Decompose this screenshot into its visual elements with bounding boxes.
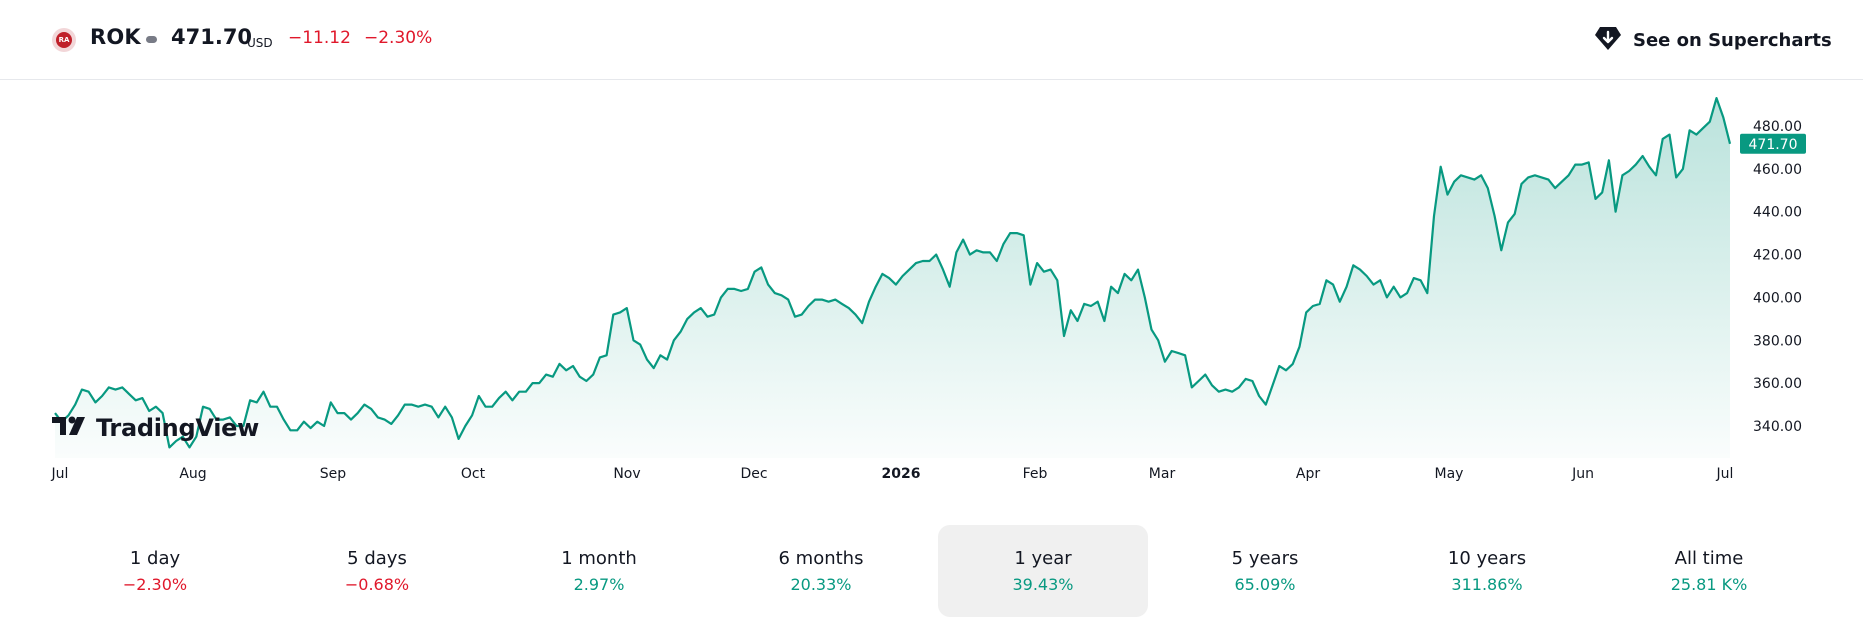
price-series-line (54, 97, 1732, 449)
period-5-years[interactable]: 5 years 65.09% (1160, 525, 1370, 617)
x-tick-label: Oct (461, 466, 486, 482)
period-label: 6 months (778, 548, 864, 569)
period-change: 39.43% (1012, 575, 1074, 594)
period-change: 25.81 K% (1670, 575, 1748, 594)
period-1-year[interactable]: 1 year 39.43% (938, 525, 1148, 617)
supercharts-label: See on Supercharts (1633, 29, 1832, 51)
period-1-day[interactable]: 1 day −2.30% (50, 525, 260, 617)
price-area-fill (55, 98, 1730, 458)
period-label: 5 years (1231, 548, 1299, 569)
y-tick-label: 360.00 (1753, 376, 1802, 392)
y-tick-label: 440.00 (1753, 205, 1802, 221)
period-6-months[interactable]: 6 months 20.33% (716, 525, 926, 617)
y-tick-label: 340.00 (1753, 419, 1802, 435)
period-change: 20.33% (790, 575, 852, 594)
period-label: All time (1674, 548, 1744, 569)
y-tick-label: 480.00 (1753, 119, 1802, 135)
period-all-time[interactable]: All time 25.81 K% (1604, 525, 1814, 617)
x-tick-label: Apr (1296, 466, 1320, 482)
price-chart[interactable]: 480.00 460.00 440.00 420.00 400.00 380.00 360.… (0, 80, 1863, 500)
x-tick-label: Dec (740, 466, 767, 482)
price-change-percent: −2.30% (364, 28, 433, 48)
last-price-tag-label: 471.70 (1749, 137, 1798, 153)
x-tick-label: Aug (179, 466, 206, 482)
period-change: −2.30% (122, 575, 188, 594)
period-change: 65.09% (1234, 575, 1296, 594)
supercharts-icon (1593, 23, 1623, 57)
performance-periods: 1 day −2.30% 5 days −0.68% 1 month 2.97%… (50, 525, 1810, 617)
period-10-years[interactable]: 10 years 311.86% (1382, 525, 1592, 617)
x-tick-label: Jun (1571, 466, 1594, 482)
period-label: 1 year (1014, 548, 1072, 569)
period-change: 2.97% (573, 575, 625, 594)
period-5-days[interactable]: 5 days −0.68% (272, 525, 482, 617)
last-price-tag (1740, 133, 1806, 154)
period-change: −0.68% (344, 575, 410, 594)
y-tick-label: 420.00 (1753, 248, 1802, 264)
y-tick-label: 400.00 (1753, 290, 1802, 306)
x-tick-label: Feb (1023, 466, 1048, 482)
symbol-header: RA ROK 471.70 USD −11.12 −2.30% See on S… (0, 0, 1863, 80)
period-label: 5 days (347, 548, 407, 569)
x-tick-label: Nov (613, 466, 640, 482)
period-1-month[interactable]: 1 month 2.97% (494, 525, 704, 617)
period-label: 10 years (1447, 548, 1527, 569)
x-tick-label: Sep (320, 466, 347, 482)
currency-code: USD (247, 36, 273, 50)
last-price: 471.70 (171, 25, 253, 49)
symbol-name[interactable]: ROK (90, 25, 141, 49)
see-on-supercharts-button[interactable]: See on Supercharts (1593, 24, 1832, 56)
x-tick-label: May (1435, 466, 1464, 482)
period-label: 1 month (561, 548, 637, 569)
price-chart-svg[interactable]: 480.00 460.00 440.00 420.00 400.00 380.00 360.… (0, 80, 1863, 500)
company-logo-text: RA (56, 32, 72, 48)
company-logo: RA (52, 28, 76, 52)
tradingview-mark-icon (52, 415, 90, 441)
x-tick-label: Mar (1149, 466, 1176, 482)
y-tick-label: 380.00 (1753, 333, 1802, 349)
x-tick-label: Jul (1716, 466, 1734, 482)
tradingview-logo[interactable]: TradingView (52, 414, 259, 442)
tradingview-logo-text: TradingView (96, 414, 259, 442)
market-status-indicator (146, 36, 157, 43)
y-tick-label: 460.00 (1753, 162, 1802, 178)
period-change: 311.86% (1451, 575, 1523, 594)
price-change: −11.12 (288, 28, 351, 48)
period-label: 1 day (129, 548, 181, 569)
x-tick-label: Jul (51, 466, 69, 482)
x-tick-label: 2026 (882, 466, 921, 482)
